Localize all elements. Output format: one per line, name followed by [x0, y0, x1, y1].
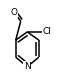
Text: O: O: [11, 8, 18, 17]
Text: Cl: Cl: [43, 27, 52, 36]
Text: N: N: [24, 62, 31, 71]
